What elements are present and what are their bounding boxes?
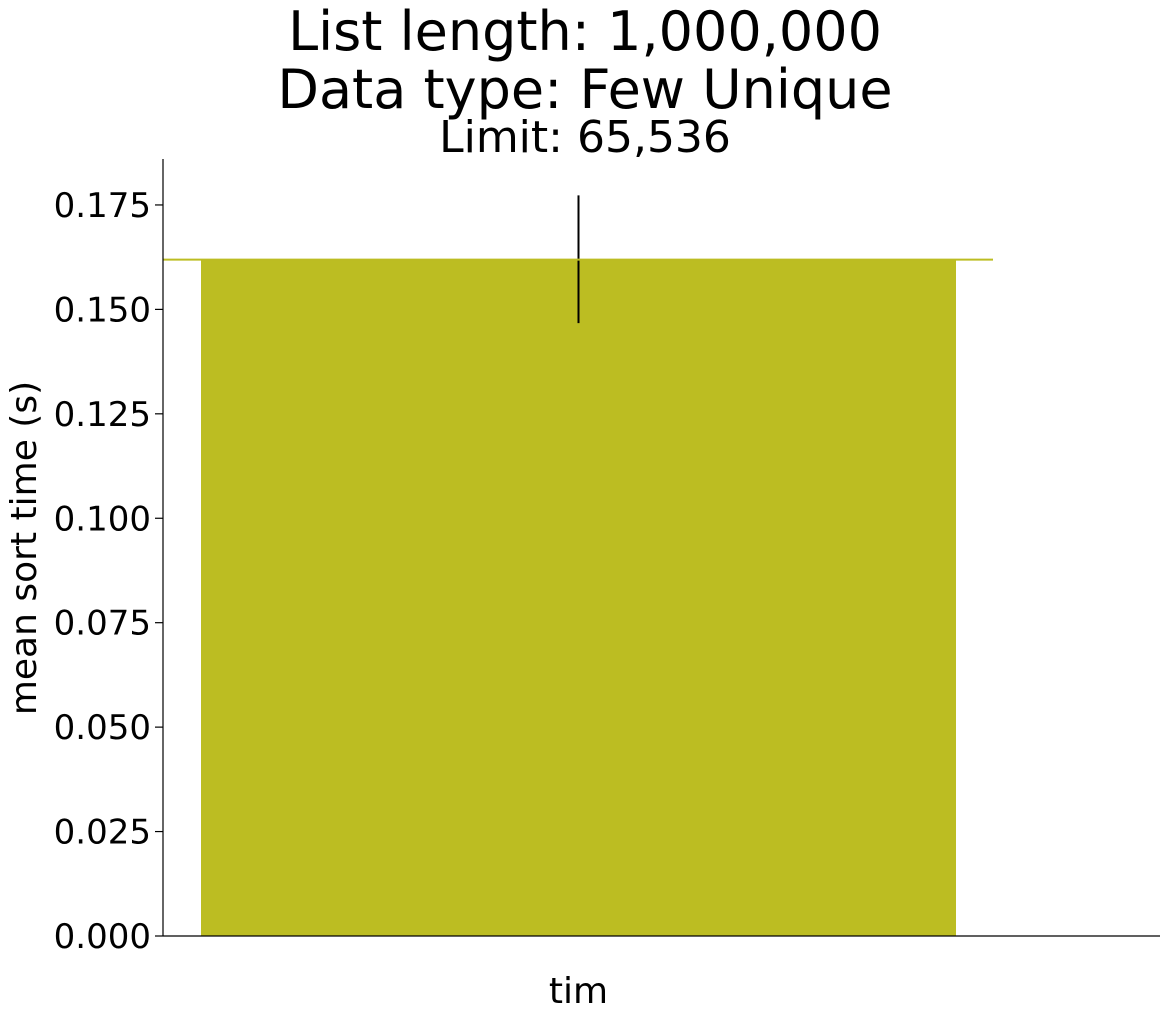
y-tick-label: 0.050 [54, 708, 151, 748]
y-axis-label: mean sort time (s) [4, 381, 45, 715]
y-tick-label: 0.150 [54, 290, 151, 330]
y-tick-label: 0.075 [54, 604, 151, 644]
chart-subtitle: Limit: 65,536 [439, 112, 731, 163]
y-tick-label: 0.000 [54, 917, 151, 957]
y-tick-label: 0.175 [54, 186, 151, 226]
y-tick-label: 0.100 [54, 499, 151, 539]
plot-area: tim 0.000 0.025 0.050 0.075 0.100 0.125 0.150 0.… [54, 159, 1160, 1012]
x-tick-label: tim [549, 971, 608, 1012]
chart-title-line-2: Data type: Few Unique [277, 58, 892, 121]
y-tick-label: 0.025 [54, 813, 151, 853]
chart-title-line-1: List length: 1,000,000 [288, 0, 882, 63]
bar-tim [201, 259, 956, 937]
y-tick-label: 0.125 [54, 395, 151, 435]
